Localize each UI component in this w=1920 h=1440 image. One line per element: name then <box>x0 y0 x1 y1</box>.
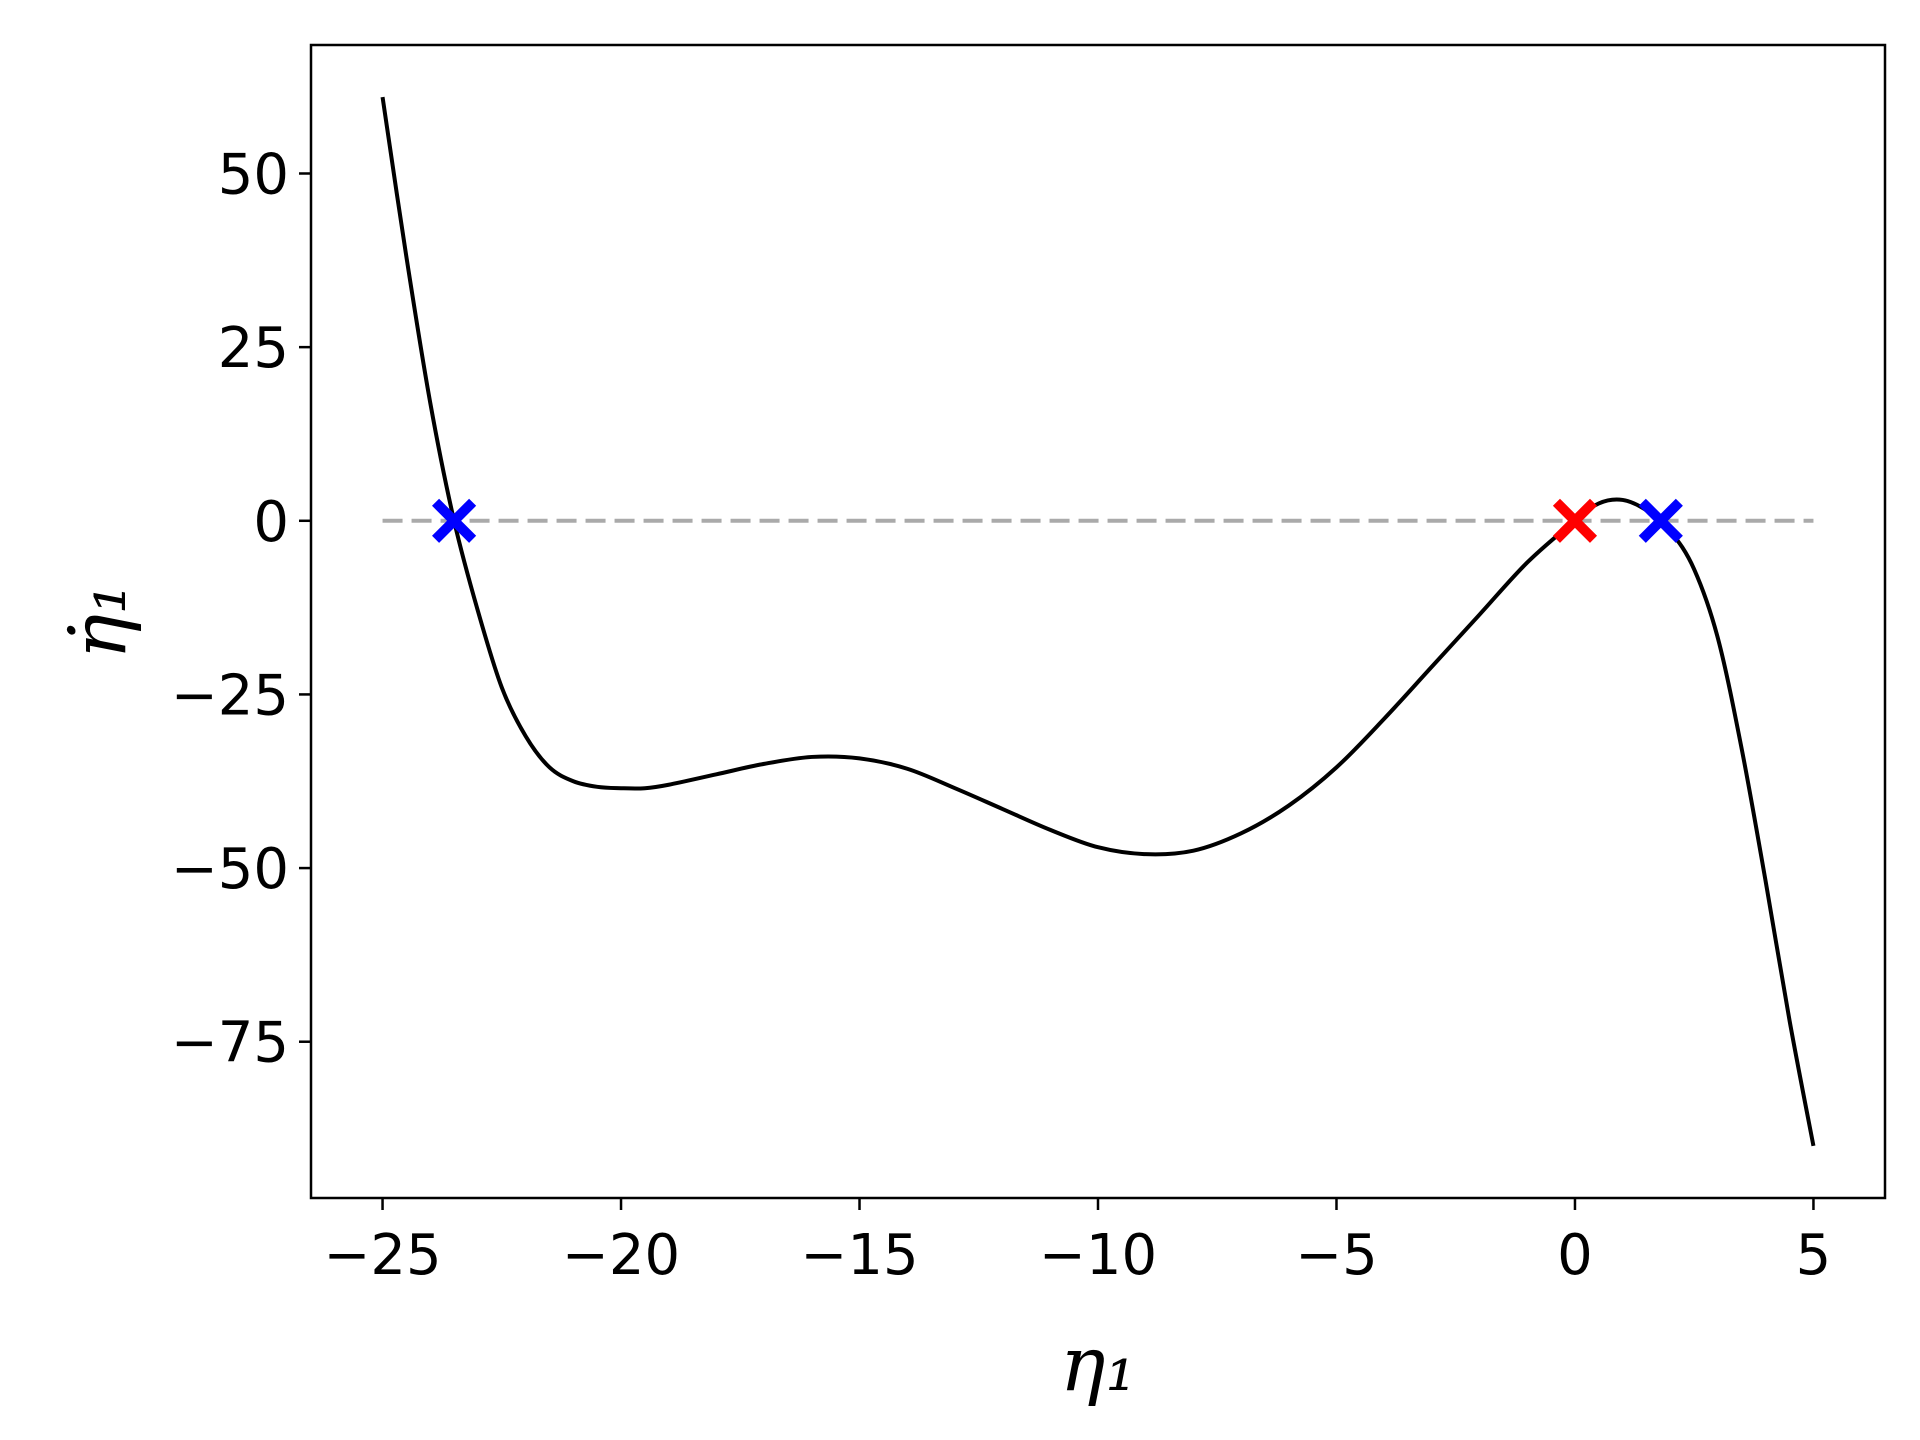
fixed-point-marker <box>432 498 477 543</box>
x-axis-ticks: −25 −20 −15 −10 −5 0 5 <box>323 1198 1831 1288</box>
y-tick-label: 25 <box>218 316 289 381</box>
y-tick-label: 0 <box>253 490 289 555</box>
x-tick-label: −25 <box>323 1223 441 1288</box>
y-tick-label: −25 <box>171 663 289 728</box>
y-tick-label: 50 <box>218 142 289 207</box>
series-line <box>380 96 1816 1147</box>
x-axis-label: η₁ <box>1060 1319 1136 1408</box>
fixed-point-marker <box>1552 498 1598 543</box>
y-tick-label: −75 <box>171 1011 289 1076</box>
x-tick-label: 0 <box>1557 1223 1593 1288</box>
x-tick-label: −20 <box>562 1223 680 1288</box>
marker-stroke <box>1638 498 1683 543</box>
plot-area <box>380 96 1816 1147</box>
x-tick-label: −15 <box>800 1223 918 1288</box>
x-tick-label: −10 <box>1039 1223 1157 1288</box>
x-tick-label: −5 <box>1295 1223 1378 1288</box>
y-axis-ticks: 50 25 0 −25 −50 −75 <box>171 142 311 1076</box>
marker-stroke <box>432 498 477 543</box>
x-tick-label: 5 <box>1796 1223 1832 1288</box>
plot-frame <box>309 43 1887 1200</box>
y-tick-label: −50 <box>171 837 289 902</box>
fixed-point-marker <box>1638 498 1683 543</box>
marker-stroke <box>1552 498 1598 543</box>
y-axis-label: η̇₁ <box>54 584 143 660</box>
